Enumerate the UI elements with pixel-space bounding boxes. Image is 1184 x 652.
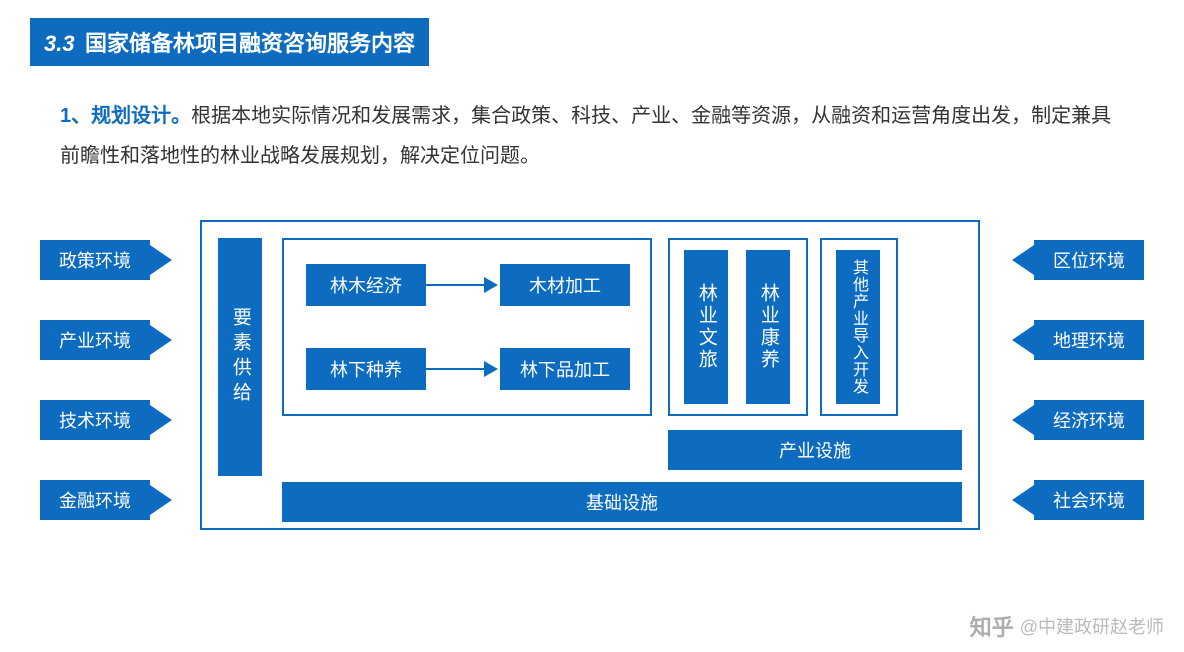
- left-env-2: 技术环境: [40, 400, 150, 440]
- right-env-0: 区位环境: [1034, 240, 1144, 280]
- para-lead: 1、规划设计。: [60, 105, 191, 127]
- arrow-right-icon: [150, 245, 172, 275]
- left-env-3: 金融环境: [40, 480, 150, 520]
- left-env-0: 政策环境: [40, 240, 150, 280]
- right-env-1: 地理环境: [1034, 320, 1144, 360]
- arrow-left-icon: [1012, 405, 1034, 435]
- intro-paragraph: 1、规划设计。根据本地实际情况和发展需求，集合政策、科技、产业、金融等资源，从融…: [60, 96, 1124, 176]
- cell-r1b: 木材加工: [500, 264, 630, 306]
- supply-block: 要素供给: [218, 238, 262, 476]
- vcol-1: 林业康养: [746, 250, 790, 404]
- right-env-2: 经济环境: [1034, 400, 1144, 440]
- para-body: 根据本地实际情况和发展需求，集合政策、科技、产业、金融等资源，从融资和运营角度出…: [60, 105, 1111, 167]
- arrow-right-icon: [150, 325, 172, 355]
- arrow-right-icon: [150, 485, 172, 515]
- arrow-left-icon: [1012, 485, 1034, 515]
- cell-r2b: 林下品加工: [500, 348, 630, 390]
- vcol-0-label: 林业文旅: [694, 283, 718, 371]
- arrow-left-icon: [1012, 325, 1034, 355]
- section-title: 国家储备林项目融资咨询服务内容: [85, 31, 415, 56]
- watermark: 知乎 @中建政研赵老师: [970, 610, 1164, 642]
- vcol-2: 其他产业导入开发: [836, 250, 880, 404]
- zhihu-logo-icon: 知乎: [970, 610, 1014, 642]
- base-infra-block: 基础设施: [282, 482, 962, 522]
- connector-line: [426, 368, 486, 370]
- planning-diagram: 政策环境 产业环境 技术环境 金融环境 区位环境 地理环境 经济环境 社会环境 …: [30, 220, 1154, 550]
- industry-infra-block: 产业设施: [668, 430, 962, 470]
- connector-line: [426, 284, 486, 286]
- supply-label: 要素供给: [228, 307, 252, 407]
- watermark-text: @中建政研赵老师: [1020, 613, 1164, 639]
- vcol-2-label: 其他产业导入开发: [848, 259, 868, 395]
- section-header: 3.3 国家储备林项目融资咨询服务内容: [30, 18, 429, 66]
- arrow-right-icon: [150, 405, 172, 435]
- small-arrow-icon: [484, 361, 498, 377]
- cell-r1a: 林木经济: [306, 264, 426, 306]
- section-number: 3.3: [44, 31, 75, 56]
- right-env-3: 社会环境: [1034, 480, 1144, 520]
- left-env-1: 产业环境: [40, 320, 150, 360]
- vcol-0: 林业文旅: [684, 250, 728, 404]
- vcol-1-label: 林业康养: [756, 283, 780, 371]
- arrow-left-icon: [1012, 245, 1034, 275]
- cell-r2a: 林下种养: [306, 348, 426, 390]
- small-arrow-icon: [484, 277, 498, 293]
